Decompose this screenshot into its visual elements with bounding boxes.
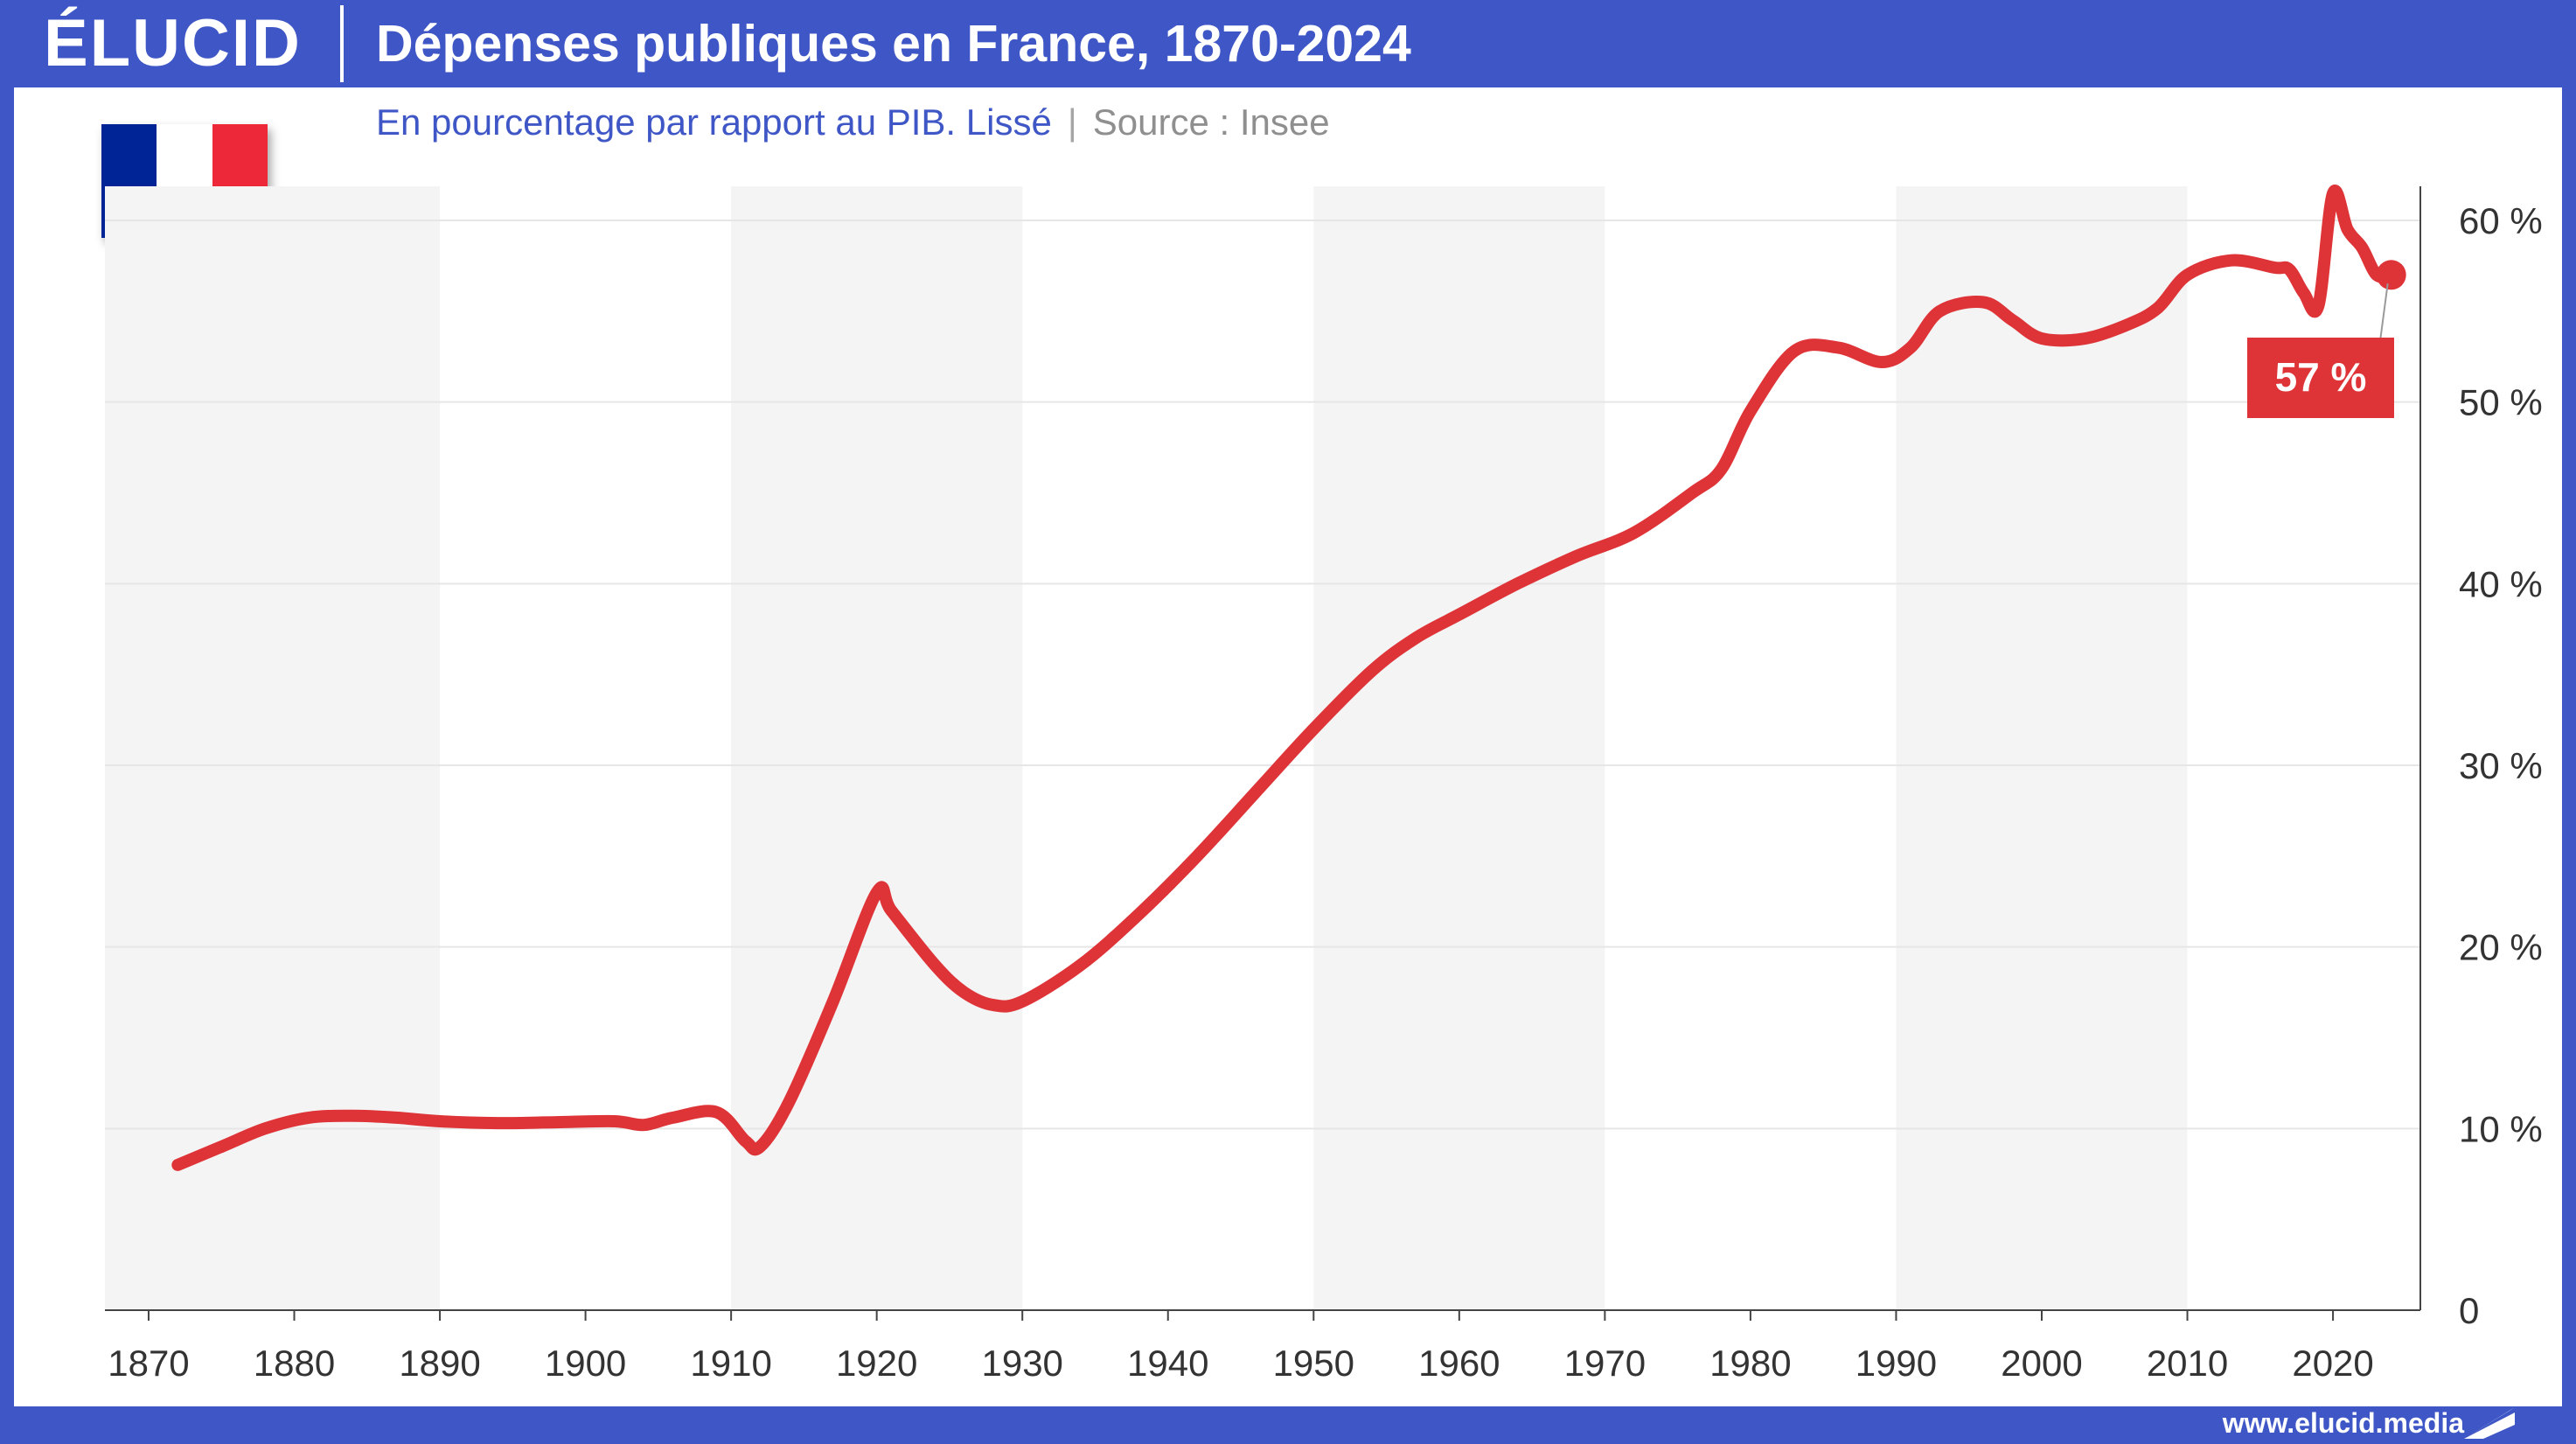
x-tick-label: 1930 [981,1343,1062,1384]
chart-title: Dépenses publiques en France, 1870-2024 [376,15,1411,73]
x-tick-label: 1900 [545,1343,626,1384]
subtitle-separator: | [1067,101,1077,143]
subtitle-description: En pourcentage par rapport au PIB. Lissé [376,101,1052,143]
y-tick-label: 40 % [2459,563,2543,604]
x-tick-label: 1970 [1564,1343,1646,1384]
elucid-logo[interactable]: ÉLUCID [44,6,302,80]
last-value-annotation: 57 % [2247,260,2406,418]
y-tick-labels: 0 10 % 20 % 30 % 40 % 50 % 60 % [2459,200,2543,1331]
header-divider [340,5,344,82]
chart-subtitle: En pourcentage par rapport au PIB. Lissé… [376,98,1330,147]
website-link[interactable]: www.elucid.media [2222,1407,2464,1439]
elucid-arrow-icon [2464,1407,2515,1439]
x-tick-label: 2020 [2292,1343,2373,1384]
x-tick-label: 1950 [1273,1343,1354,1384]
x-tick-label: 1890 [399,1343,480,1384]
y-tick-label: 60 % [2459,200,2543,241]
shaded-band-2 [1313,186,1605,1310]
x-tick-label: 2010 [2147,1343,2228,1384]
y-tick-label: 20 % [2459,927,2543,968]
last-value-label: 57 % [2275,354,2367,400]
x-tick-label: 1980 [1709,1343,1791,1384]
y-tick-label: 50 % [2459,382,2543,423]
x-tick-label: 1920 [836,1343,917,1384]
x-tick-labels: 1870 1880 1890 1900 1910 1920 1930 1940 1950 1960… [108,1310,2374,1384]
header-bar: ÉLUCID Dépenses publiques en France, 187… [0,0,2576,87]
gridlines [105,220,2420,1130]
x-tick-label: 1880 [254,1343,335,1384]
last-value-dot [2376,260,2406,290]
x-tick-label: 1910 [690,1343,771,1384]
x-tick-label: 1990 [1855,1343,1937,1384]
last-value-badge [2247,338,2394,418]
x-tick-label: 2000 [2001,1343,2082,1384]
y-tick-label: 0 [2459,1290,2479,1331]
y-tick-label: 10 % [2459,1108,2543,1149]
axes [105,186,2421,1311]
source-label: Source : Insee [1092,101,1330,143]
shaded-band-3 [1896,186,2188,1310]
x-tick-label: 1940 [1127,1343,1208,1384]
shaded-band-1 [731,186,1023,1310]
x-tick-label: 1960 [1418,1343,1500,1384]
shaded-band-0 [105,186,441,1310]
y-tick-label: 30 % [2459,745,2543,786]
series-line [171,185,2398,1171]
x-tick-label: 1870 [108,1343,189,1384]
